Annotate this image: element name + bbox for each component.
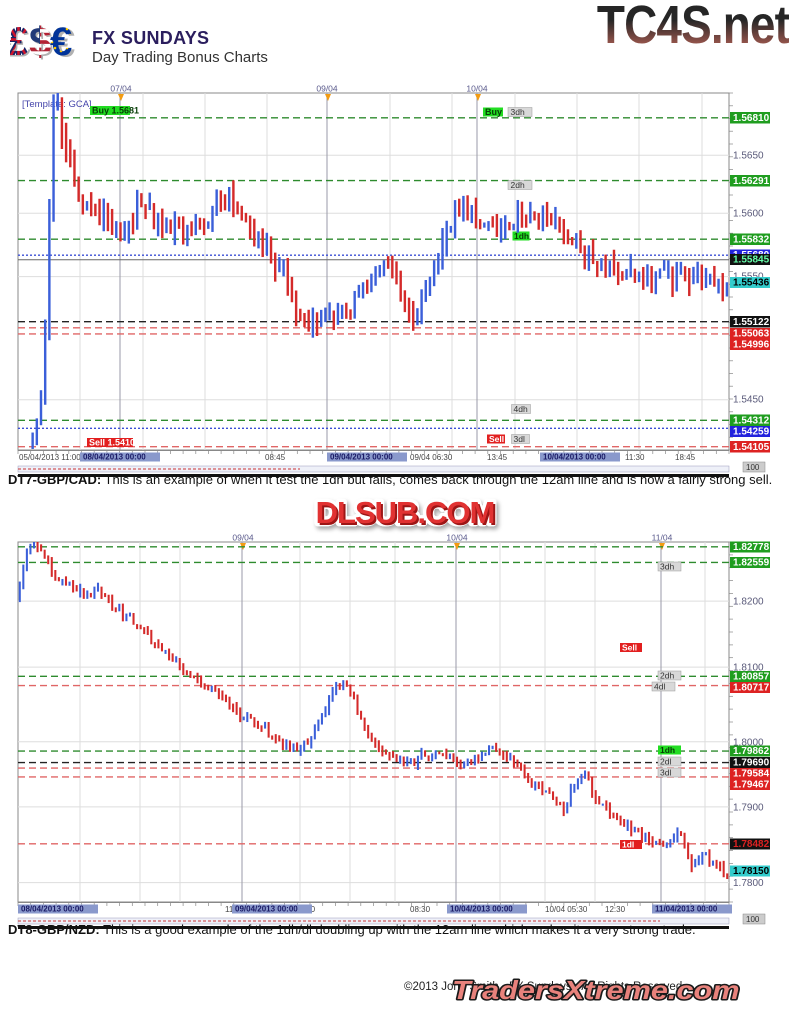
svg-text:1.55436: 1.55436	[733, 278, 770, 289]
svg-text:Sell: Sell	[622, 643, 637, 653]
svg-text:12:30: 12:30	[605, 905, 626, 914]
svg-text:09/04 06:30: 09/04 06:30	[410, 453, 453, 462]
svg-text:1.56810: 1.56810	[733, 113, 770, 124]
svg-text:1.82778: 1.82778	[733, 542, 770, 553]
svg-text:1.78482: 1.78482	[733, 839, 770, 850]
svg-text:10/04: 10/04	[466, 84, 488, 94]
svg-text:1dh: 1dh	[660, 745, 675, 755]
svg-text:Buy 1.5681: Buy 1.5681	[92, 106, 139, 116]
svg-text:1.8200: 1.8200	[733, 597, 764, 608]
svg-text:11:30: 11:30	[625, 453, 645, 462]
svg-text:05/04/2013 11:00: 05/04/2013 11:00	[19, 453, 81, 462]
svg-text:3dl: 3dl	[660, 768, 671, 778]
svg-text:1.54105: 1.54105	[733, 442, 770, 453]
svg-text:1.54312: 1.54312	[733, 415, 770, 426]
svg-text:08/04/2013 00:00: 08/04/2013 00:00	[83, 453, 146, 462]
svg-text:11/04: 11/04	[652, 533, 673, 543]
svg-text:09/04: 09/04	[232, 533, 254, 543]
svg-text:1.82559: 1.82559	[733, 558, 770, 569]
svg-text:10/04: 10/04	[446, 533, 468, 543]
svg-text:1.78150: 1.78150	[733, 866, 770, 877]
svg-text:1.7900: 1.7900	[733, 802, 764, 813]
svg-text:DLSUB.COM: DLSUB.COM	[316, 495, 495, 530]
svg-text:1.55122: 1.55122	[733, 317, 770, 328]
svg-text:1.5450: 1.5450	[733, 395, 764, 406]
svg-text:1.80717: 1.80717	[733, 683, 770, 694]
svg-text:09/04/2013 00:00: 09/04/2013 00:00	[330, 453, 393, 462]
svg-text:10/04/2013 00:00: 10/04/2013 00:00	[450, 905, 513, 914]
svg-text:10/04 05:30: 10/04 05:30	[545, 905, 588, 914]
svg-text:1.54996: 1.54996	[733, 340, 770, 351]
svg-text:2dh: 2dh	[660, 671, 674, 681]
svg-text:1.55063: 1.55063	[733, 329, 770, 340]
svg-text:1.7800: 1.7800	[733, 878, 764, 889]
svg-text:08/04/2013 00:00: 08/04/2013 00:00	[21, 905, 84, 914]
svg-text:1.56291: 1.56291	[733, 176, 770, 187]
svg-text:1.5600: 1.5600	[733, 208, 764, 219]
svg-text:100: 100	[746, 463, 760, 472]
svg-text:1.79467: 1.79467	[733, 780, 770, 791]
svg-text:18:45: 18:45	[675, 453, 696, 462]
svg-text:Sell 1.5410: Sell 1.5410	[89, 438, 135, 448]
svg-text:Sell: Sell	[489, 434, 504, 444]
svg-text:1dh: 1dh	[514, 231, 529, 241]
svg-text:09/04/2013 00:00: 09/04/2013 00:00	[235, 905, 298, 914]
svg-text:1.79584: 1.79584	[733, 769, 770, 780]
svg-text:2dl: 2dl	[660, 757, 671, 767]
svg-text:4dl: 4dl	[654, 682, 665, 692]
svg-text:10/04/2013 00:00: 10/04/2013 00:00	[543, 453, 606, 462]
svg-text:4dh: 4dh	[514, 404, 528, 414]
svg-text:08:30: 08:30	[410, 905, 431, 914]
svg-text:13:45: 13:45	[487, 453, 508, 462]
svg-text:3dh: 3dh	[660, 562, 674, 572]
svg-text:11/04/2013 00:00: 11/04/2013 00:00	[655, 905, 718, 914]
svg-text:1.5650: 1.5650	[733, 150, 764, 161]
svg-text:1.54259: 1.54259	[733, 427, 770, 438]
svg-text:08:45: 08:45	[265, 453, 286, 462]
svg-text:1dl: 1dl	[622, 840, 634, 850]
svg-text:1.55845: 1.55845	[733, 255, 770, 266]
svg-text:09/04: 09/04	[316, 84, 338, 94]
svg-text:Buy: Buy	[485, 107, 502, 117]
svg-text:1.55832: 1.55832	[733, 234, 770, 245]
svg-text:1.79862: 1.79862	[733, 746, 770, 757]
svg-text:3dh: 3dh	[511, 107, 525, 117]
svg-text:3dl: 3dl	[514, 434, 525, 444]
svg-text:1.79690: 1.79690	[733, 758, 770, 769]
svg-text:1.80857: 1.80857	[733, 672, 770, 683]
svg-text:2dh: 2dh	[511, 180, 525, 190]
svg-text:TradersXtreme.com: TradersXtreme.com	[452, 976, 739, 1005]
svg-text:07/04: 07/04	[110, 84, 132, 94]
